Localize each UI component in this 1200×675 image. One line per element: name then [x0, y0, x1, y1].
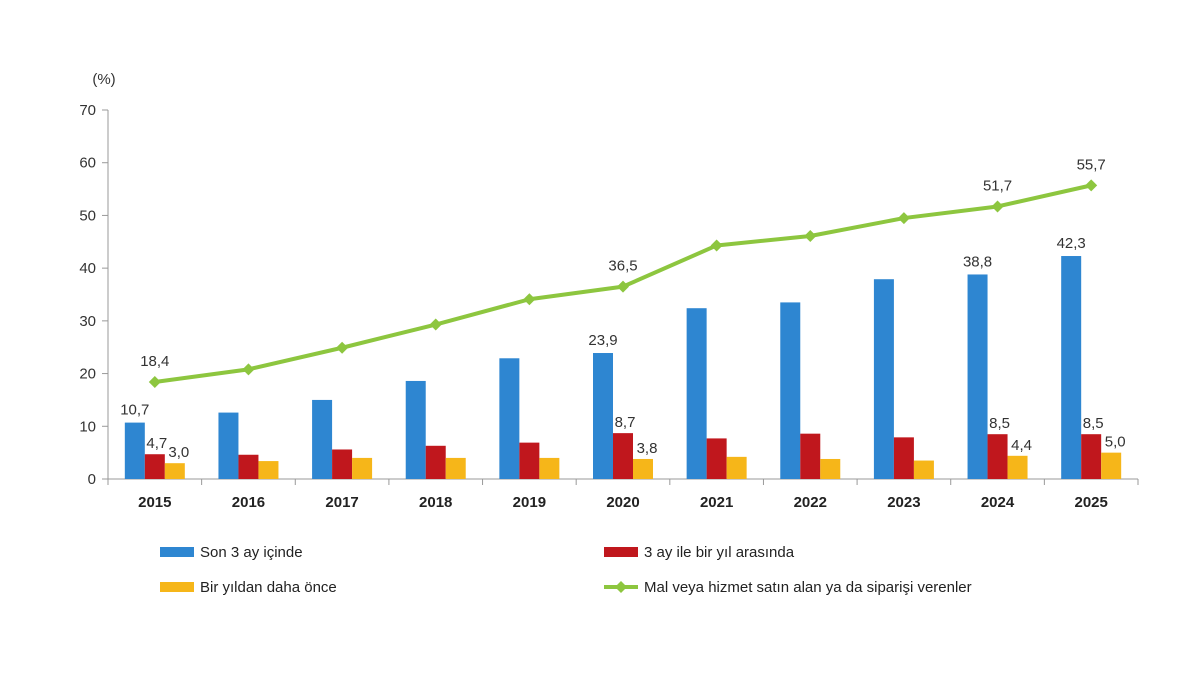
y-tick-label: 40: [79, 260, 96, 277]
data-label: 36,5: [608, 258, 637, 275]
bar: [519, 442, 540, 479]
data-label: 4,4: [1011, 437, 1032, 454]
line-marker: [429, 318, 442, 331]
bar: [445, 457, 466, 479]
x-tick-label: 2019: [513, 494, 546, 511]
data-label: 23,9: [588, 332, 617, 349]
bar: [164, 463, 185, 479]
x-tick-label: 2018: [419, 494, 452, 511]
x-tick-label: 2024: [981, 494, 1015, 511]
legend-marker: [615, 581, 627, 593]
line-marker: [897, 212, 910, 225]
x-tick-label: 2023: [887, 494, 920, 511]
bar: [258, 461, 279, 479]
y-tick-label: 50: [79, 207, 96, 224]
bar: [405, 380, 426, 479]
data-label: 3,8: [637, 440, 658, 457]
data-label: 8,7: [615, 414, 636, 431]
bar: [967, 274, 988, 479]
y-tick-label: 0: [88, 471, 96, 488]
y-tick-label: 20: [79, 366, 96, 383]
y-tick-label: 10: [79, 418, 96, 435]
bar: [144, 454, 165, 479]
data-label: 51,7: [983, 177, 1012, 194]
y-tick-label: 60: [79, 155, 96, 172]
legend-swatch: [160, 547, 194, 557]
bar: [820, 458, 841, 479]
bar: [780, 302, 801, 479]
bar: [425, 445, 446, 479]
bar: [987, 434, 1008, 479]
x-tick-label: 2017: [325, 494, 358, 511]
bar: [1101, 452, 1122, 479]
data-label: 38,8: [963, 253, 992, 270]
data-label: 4,7: [146, 435, 167, 452]
line-marker: [242, 363, 255, 376]
chart-data-labels: 10,7 23,9 38,8 42,3 4,7 8,7 8,5 8,5 3,0 3,8 4,4 5,0…: [120, 156, 1125, 461]
chart-axes: 0 10 20 30 40 50 60 70 2015 2016 2017 2018 2019 2020 2…: [79, 102, 1139, 511]
legend-label: Son 3 ay içinde: [200, 544, 303, 561]
x-tick-label: 2021: [700, 494, 733, 511]
chart-line-series: [148, 179, 1098, 389]
bar: [706, 438, 727, 479]
bar: [913, 460, 934, 479]
bar: [218, 412, 239, 479]
bar: [352, 457, 373, 479]
bar: [686, 308, 707, 479]
data-label: 18,4: [140, 353, 169, 370]
bar: [499, 358, 520, 479]
line-marker: [148, 376, 161, 389]
bar: [238, 454, 259, 479]
bar: [593, 353, 613, 479]
legend-label: Bir yıldan daha önce: [200, 579, 337, 596]
x-tick-label: 2022: [794, 494, 827, 511]
data-label: 42,3: [1057, 235, 1086, 252]
data-label: 8,5: [989, 415, 1010, 432]
line-marker: [1085, 179, 1098, 192]
x-tick-label: 2015: [138, 494, 171, 511]
chart-legend: Son 3 ay içinde 3 ay ile bir yıl arasında…: [160, 544, 972, 596]
bar: [633, 458, 653, 479]
bar: [332, 449, 353, 479]
bar: [1081, 434, 1102, 479]
data-label: 5,0: [1105, 434, 1126, 451]
data-label: 10,7: [120, 402, 149, 419]
bar: [726, 456, 747, 479]
x-tick-label: 2016: [232, 494, 265, 511]
bar: [1061, 256, 1082, 479]
line-marker: [710, 239, 723, 252]
bar: [539, 457, 560, 479]
data-label: 3,0: [168, 444, 189, 461]
bar: [893, 437, 914, 479]
bar: [312, 399, 333, 479]
bar: [800, 433, 821, 479]
data-label: 55,7: [1077, 156, 1106, 173]
bar: [613, 433, 633, 479]
bar: [124, 422, 145, 479]
line-marker: [617, 280, 629, 293]
bar: [873, 279, 894, 479]
legend-swatch: [160, 582, 194, 592]
x-tick-label: 2020: [606, 494, 639, 511]
legend-label: 3 ay ile bir yıl arasında: [644, 544, 795, 561]
y-tick-label: 70: [79, 102, 96, 119]
legend-swatch: [604, 547, 638, 557]
line-marker: [523, 293, 536, 306]
y-tick-label: 30: [79, 313, 96, 330]
legend-label: Mal veya hizmet satın alan ya da sipariş…: [644, 579, 972, 596]
line-marker: [336, 341, 349, 354]
data-label: 8,5: [1083, 415, 1104, 432]
bar: [1007, 455, 1028, 479]
chart-bars: [124, 256, 1122, 479]
line-marker: [804, 229, 817, 242]
x-tick-label: 2025: [1074, 494, 1107, 511]
y-axis-unit-label: (%): [92, 71, 115, 88]
line-marker: [991, 200, 1004, 213]
